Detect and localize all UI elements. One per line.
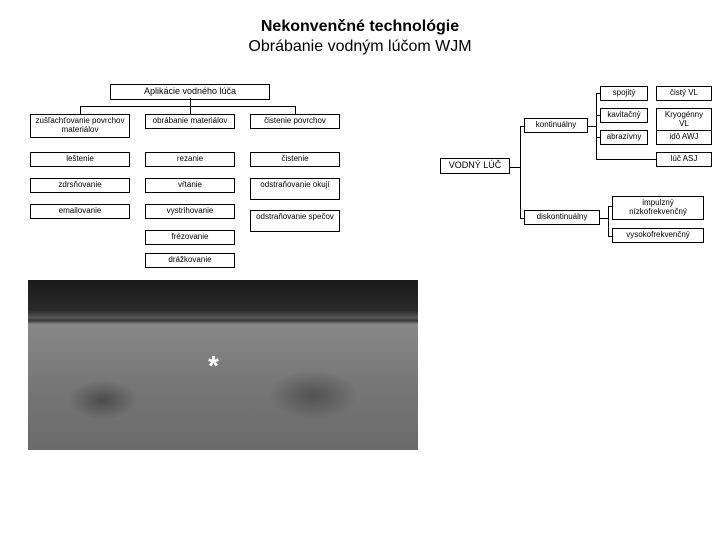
right-leaf-1: Kryogénny VL [656, 108, 712, 132]
page-subtitle: Obrábanie vodným lúčom WJM [0, 38, 720, 56]
left-item-1-4: drážkovanie [145, 253, 235, 268]
left-item-1-1: vŕtanie [145, 178, 235, 193]
right-root: VODNÝ LÚČ [440, 158, 510, 174]
right-disc-1: vysokofrekvenčný [612, 228, 704, 243]
right-head-0: kontinuálny [524, 118, 588, 133]
left-item-1-3: frézovanie [145, 230, 235, 245]
right-disc-0: impulzný nízkofrekvenčný [612, 196, 704, 220]
title-block: Nekonvenčné technológie Obrábanie vodným… [0, 0, 720, 56]
left-head-1: obrábanie materiálov [145, 114, 235, 129]
left-item-2-0: čistenie [250, 152, 340, 167]
left-head-0: zušľachťovanie povrchov materiálov [30, 114, 130, 138]
right-mid-1: kavitačný [600, 108, 648, 123]
right-leaf-0: čistý VL [656, 86, 712, 101]
left-item-2-2: odstraňovanie spečov [250, 210, 340, 232]
left-item-2-1: odstraňovanie okují [250, 178, 340, 200]
right-head-1: diskontinuálny [524, 210, 600, 225]
left-head-2: čistenie povrchov [250, 114, 340, 129]
right-mid-0: spojitý [600, 86, 648, 101]
page-title: Nekonvenčné technológie [0, 18, 720, 36]
left-item-1-0: rezanie [145, 152, 235, 167]
right-leaf-3: lúč ASJ [656, 152, 712, 167]
left-item-0-1: zdrsňovanie [30, 178, 130, 193]
right-leaf-2: idô AWJ [656, 130, 712, 145]
left-item-0-0: leštenie [30, 152, 130, 167]
right-mid-2: abrazívny [600, 130, 648, 145]
left-item-1-2: vystrihovanie [145, 204, 235, 219]
sample-photo [28, 280, 418, 450]
left-item-0-2: emailovanie [30, 204, 130, 219]
